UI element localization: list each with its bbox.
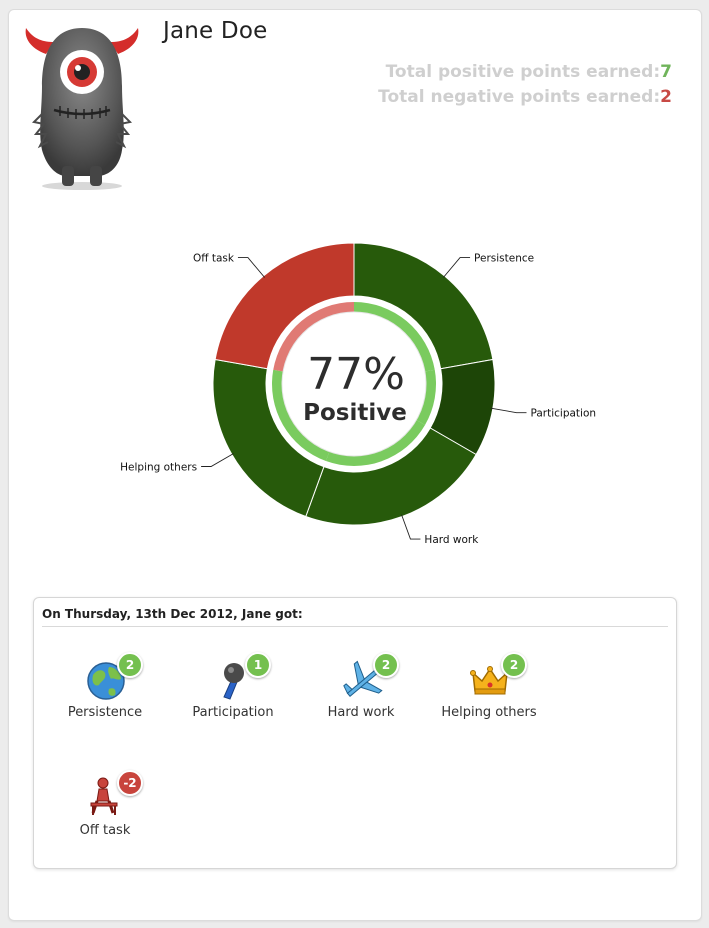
daily-heading: On Thursday, 13th Dec 2012, Jane got: [42,607,668,627]
participation-count-badge: 1 [245,652,271,678]
positive-total: Total positive points earned:7 [378,60,672,85]
negative-total: Total negative points earned:2 [378,85,672,110]
off-task-label: Off task [79,823,131,838]
hard-work-count-badge: 2 [373,652,399,678]
daily-breakdown-panel: On Thursday, 13th Dec 2012, Jane got: 2 … [33,597,677,869]
behavior-hard-work[interactable]: 2 Hard work [291,652,431,755]
globe-icon [83,655,129,701]
positive-total-label: Total positive points earned: [385,62,661,82]
behavior-off-task[interactable]: -2 Off task [35,770,175,873]
student-name: Jane Doe [163,18,268,44]
off-task-count-badge: -2 [117,770,143,796]
behavior-participation[interactable]: 1 Participation [163,652,303,755]
behavior-helping-others[interactable]: 2 Helping others [419,652,559,755]
points-totals: Total positive points earned:7 Total neg… [378,60,672,110]
positive-total-value: 7 [660,62,672,82]
behavior-persistence[interactable]: 2 Persistence [35,652,175,755]
persistence-count-badge: 2 [117,652,143,678]
student-off-task-icon [83,773,129,819]
helping-others-label: Helping others [441,705,537,720]
negative-total-value: 2 [660,87,672,107]
monster-avatar-icon [25,28,139,190]
participation-label: Participation [192,705,274,720]
persistence-label: Persistence [67,705,143,720]
negative-total-label: Total negative points earned: [378,87,661,107]
microphone-icon [211,655,257,701]
hard-work-label: Hard work [327,705,395,720]
helping-others-count-badge: 2 [501,652,527,678]
